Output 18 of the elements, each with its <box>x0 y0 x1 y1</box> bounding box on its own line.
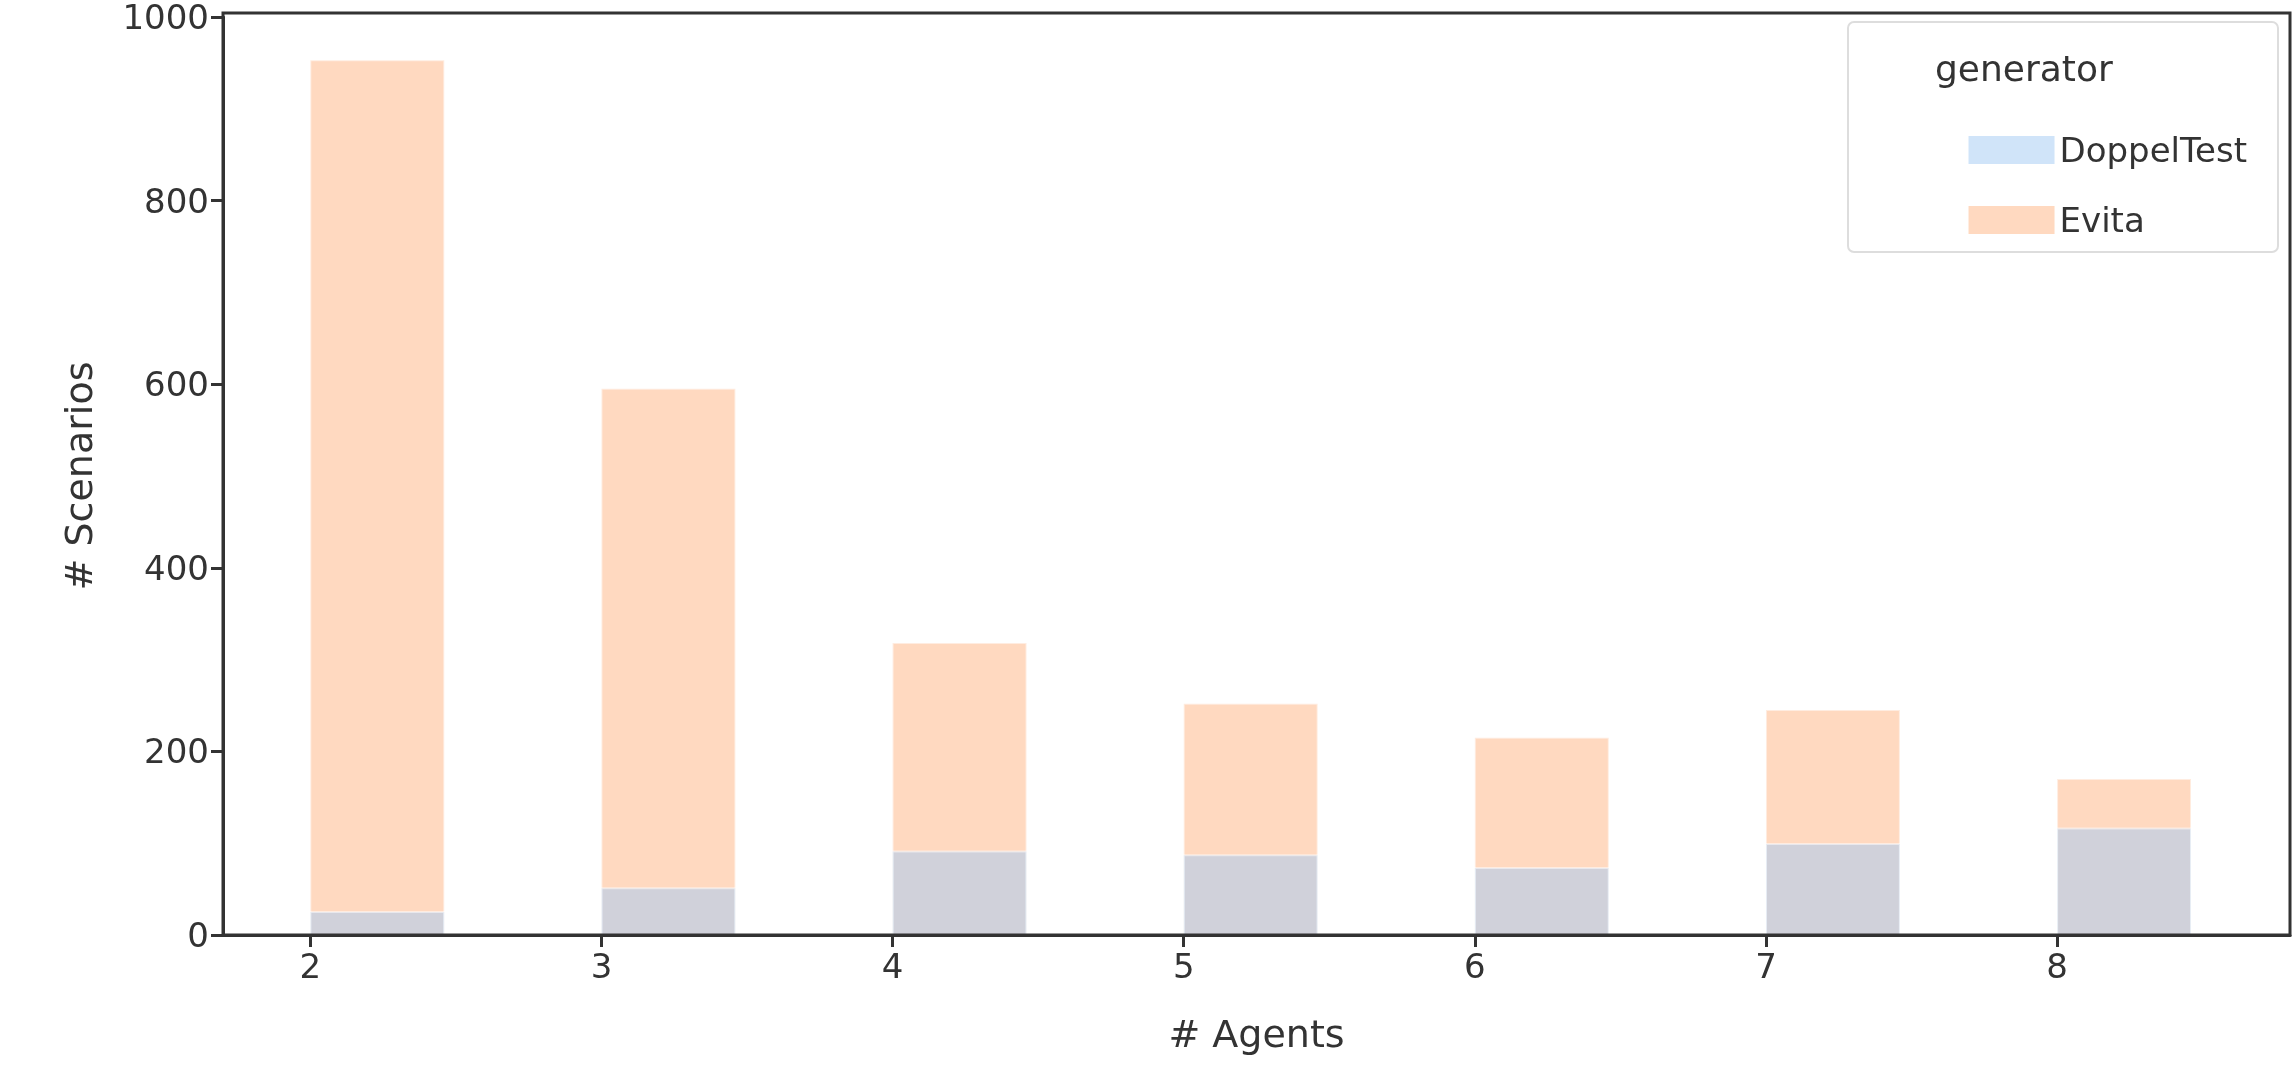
y-tick-label: 0 <box>187 915 209 955</box>
y-axis-title: # Scenarios <box>57 361 101 591</box>
y-tick-label: 400 <box>144 547 209 588</box>
y-tick-label: 200 <box>144 731 209 772</box>
x-tick-label: 8 <box>2046 946 2068 986</box>
y-tick-label: 800 <box>144 180 209 221</box>
y-tick-label: 1000 <box>122 0 209 37</box>
y-tick-label: 600 <box>144 364 209 405</box>
x-tick-label: 5 <box>1172 946 1195 986</box>
legend-label: DoppelTest <box>2059 130 2247 170</box>
legend-label: Evita <box>2059 200 2145 240</box>
x-tick-label: 6 <box>1464 946 1486 986</box>
x-tick-label: 3 <box>590 946 613 986</box>
x-axis-title: # Agents <box>1168 1012 1345 1056</box>
legend-title: generator <box>1935 47 2113 89</box>
x-tick-label: 7 <box>1755 946 1777 986</box>
x-tick-label: 4 <box>881 946 904 986</box>
x-tick-label: 2 <box>299 946 322 986</box>
